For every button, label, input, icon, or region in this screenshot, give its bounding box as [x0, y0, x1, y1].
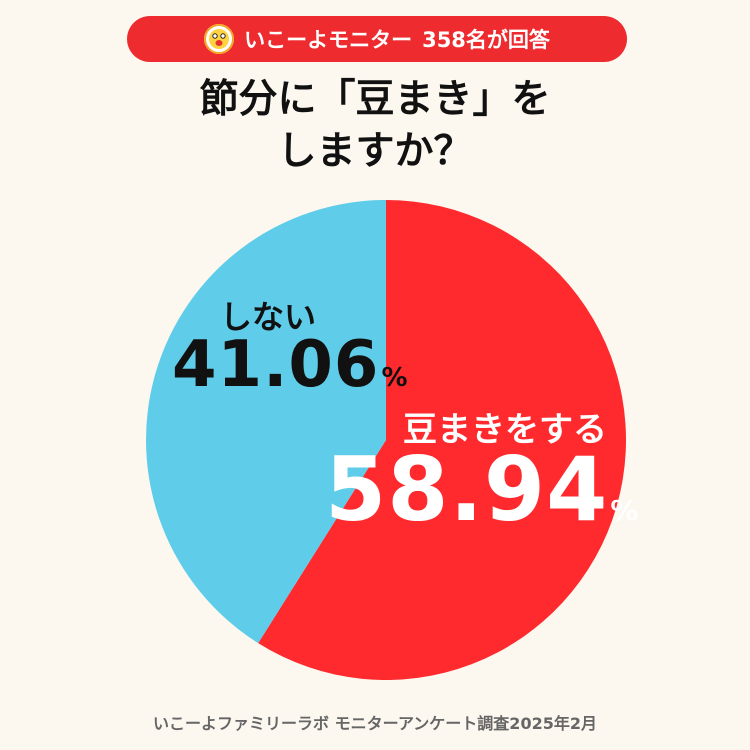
badge-respondents: 358名が回答 [422, 28, 550, 52]
respondents-badge: いこーよモニター 358名が回答 [127, 16, 627, 62]
pie-slice-yes [258, 200, 626, 680]
source-footer: いこーよファミリーラボ モニターアンケート調査2025年2月 [153, 714, 597, 733]
page-title: 節分に「豆まき」を しますか？ [0, 74, 750, 178]
slice-label-yes: 豆まきをする [403, 410, 607, 450]
slice-value-no: 41.06% [172, 328, 409, 402]
slice-value-yes-unit: % [610, 494, 640, 527]
slice-value-yes: 58.94% [325, 438, 639, 541]
slice-value-yes-number: 58.94 [325, 438, 609, 541]
brand-logo-icon [204, 24, 235, 54]
slice-value-no-unit: % [381, 363, 409, 393]
badge-brand: いこーよモニター [244, 28, 413, 52]
title-line-2: しますか？ [277, 129, 473, 174]
pie-slice-no [145, 200, 386, 644]
slice-value-no-number: 41.06 [172, 328, 380, 402]
title-line-1: 節分に「豆まき」を [199, 77, 551, 122]
slice-label-no: しない [220, 298, 317, 336]
